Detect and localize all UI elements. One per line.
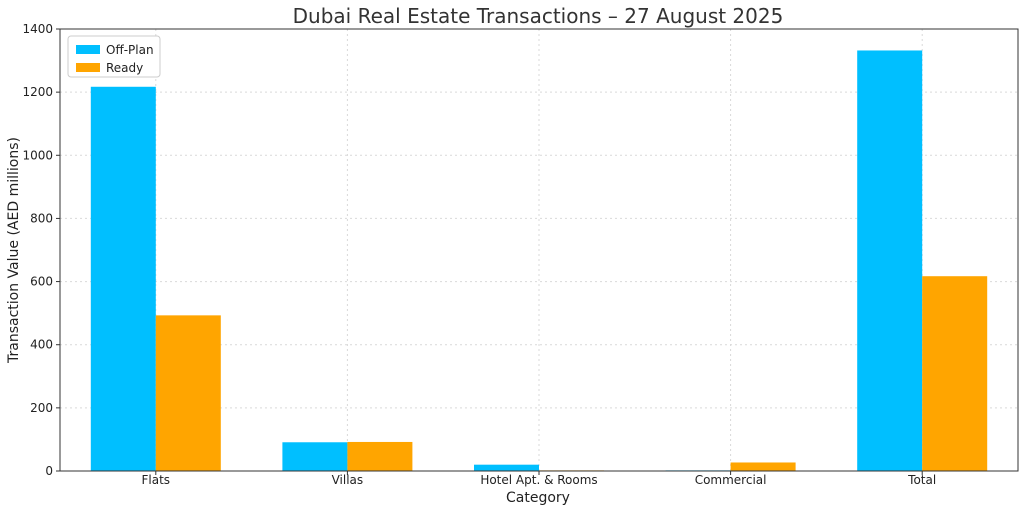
x-tick-label: Commercial bbox=[695, 473, 767, 487]
plot-frame bbox=[59, 28, 1019, 472]
y-tick-label: 400 bbox=[30, 338, 53, 352]
y-tick-label: 0 bbox=[45, 464, 53, 478]
y-tick-label: 600 bbox=[30, 275, 53, 289]
x-tick-label: Flats bbox=[142, 473, 171, 487]
legend: Off-Plan Ready bbox=[67, 35, 161, 78]
bar-off-plan-1 bbox=[282, 442, 348, 471]
legend-swatch bbox=[76, 45, 100, 54]
tick-labels: 0 200 400 600 800 1000 1200 1400 Flats Villas Hote… bbox=[22, 22, 936, 487]
legend-label: Ready bbox=[106, 61, 143, 75]
bar-off-plan-2 bbox=[474, 464, 539, 471]
y-tick-label: 1200 bbox=[22, 85, 53, 99]
x-tick-label: Total bbox=[907, 473, 936, 487]
bars bbox=[90, 50, 988, 472]
bar-ready-4 bbox=[922, 276, 988, 471]
y-tick-label: 800 bbox=[30, 211, 53, 225]
bar-ready-0 bbox=[155, 315, 221, 471]
x-axis-label: Category bbox=[506, 490, 570, 506]
bar-off-plan-0 bbox=[90, 86, 156, 472]
bar-off-plan-4 bbox=[857, 50, 923, 472]
legend-label: Off-Plan bbox=[106, 43, 154, 57]
y-tick-label: 200 bbox=[30, 401, 53, 415]
x-tick-label: Hotel Apt. & Rooms bbox=[480, 473, 597, 487]
x-tick-label: Villas bbox=[332, 473, 364, 487]
chart-title: Dubai Real Estate Transactions – 27 Augu… bbox=[293, 4, 784, 28]
bar-ready-1 bbox=[347, 441, 413, 471]
y-tick-label: 1400 bbox=[22, 22, 53, 36]
bar-ready-3 bbox=[730, 462, 796, 471]
y-tick-label: 1000 bbox=[22, 148, 53, 162]
legend-swatch bbox=[76, 63, 100, 72]
axes bbox=[56, 28, 1019, 475]
y-axis-label: Transaction Value (AED millions) bbox=[6, 137, 22, 364]
